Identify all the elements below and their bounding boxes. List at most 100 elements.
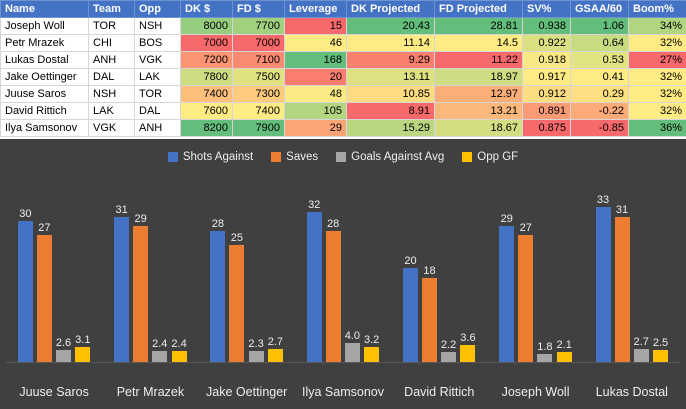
bar-saves-ilya-samsonov[interactable] — [326, 231, 341, 362]
cell-sv[interactable]: 0.918 — [523, 52, 571, 69]
cell-sv[interactable]: 0.912 — [523, 86, 571, 103]
bar-goals-against-avg-lukas-dostal[interactable] — [634, 349, 649, 362]
bar-opp-gf-lukas-dostal[interactable] — [653, 350, 668, 362]
bar-goals-against-avg-jake-oettinger[interactable] — [249, 351, 264, 362]
legend-item-saves[interactable]: Saves — [271, 151, 318, 163]
bar-shots-against-petr-mrazek[interactable] — [114, 217, 129, 362]
cell-sv[interactable]: 0.875 — [523, 120, 571, 137]
column-header-boom[interactable]: Boom% — [629, 1, 686, 18]
cell-fd[interactable]: 7700 — [233, 18, 285, 35]
cell-fd[interactable]: 7900 — [233, 120, 285, 137]
cell-name[interactable]: David Rittich — [1, 103, 89, 120]
column-header-leverage[interactable]: Leverage — [285, 1, 347, 18]
cell-fd[interactable]: 7500 — [233, 69, 285, 86]
cell-team[interactable]: NSH — [89, 86, 135, 103]
cell-fd[interactable]: 7100 — [233, 52, 285, 69]
cell-leverage[interactable]: 15 — [285, 18, 347, 35]
bar-saves-joseph-woll[interactable] — [518, 235, 533, 362]
cell-sv[interactable]: 0.917 — [523, 69, 571, 86]
cell-team[interactable]: DAL — [89, 69, 135, 86]
cell-dk[interactable]: 8200 — [181, 120, 233, 137]
cell-name[interactable]: Juuse Saros — [1, 86, 89, 103]
cell-fd[interactable]: 7300 — [233, 86, 285, 103]
cell-opp[interactable]: NSH — [135, 18, 181, 35]
cell-leverage[interactable]: 46 — [285, 35, 347, 52]
cell-boom[interactable]: 32% — [629, 103, 686, 120]
bar-opp-gf-petr-mrazek[interactable] — [172, 351, 187, 362]
cell-fd-projected[interactable]: 18.97 — [435, 69, 523, 86]
cell-dk[interactable]: 7600 — [181, 103, 233, 120]
cell-fd-projected[interactable]: 12.97 — [435, 86, 523, 103]
cell-boom[interactable]: 36% — [629, 120, 686, 137]
cell-dk[interactable]: 7400 — [181, 86, 233, 103]
cell-dk-projected[interactable]: 10.85 — [347, 86, 435, 103]
bar-saves-jake-oettinger[interactable] — [229, 245, 244, 362]
bar-goals-against-avg-juuse-saros[interactable] — [56, 350, 71, 362]
column-header-dk[interactable]: DK $ — [181, 1, 233, 18]
cell-dk-projected[interactable]: 8.91 — [347, 103, 435, 120]
cell-fd[interactable]: 7000 — [233, 35, 285, 52]
cell-team[interactable]: LAK — [89, 103, 135, 120]
cell-gsaa-60[interactable]: 0.29 — [571, 86, 629, 103]
cell-team[interactable]: CHI — [89, 35, 135, 52]
cell-dk-projected[interactable]: 11.14 — [347, 35, 435, 52]
column-header-fd-projected[interactable]: FD Projected — [435, 1, 523, 18]
bar-shots-against-joseph-woll[interactable] — [499, 226, 514, 362]
bar-shots-against-lukas-dostal[interactable] — [596, 207, 611, 362]
bar-opp-gf-jake-oettinger[interactable] — [268, 349, 283, 362]
cell-sv[interactable]: 0.922 — [523, 35, 571, 52]
column-header-opp[interactable]: Opp — [135, 1, 181, 18]
bar-goals-against-avg-petr-mrazek[interactable] — [152, 351, 167, 362]
cell-dk[interactable]: 8000 — [181, 18, 233, 35]
cell-team[interactable]: ANH — [89, 52, 135, 69]
bar-shots-against-juuse-saros[interactable] — [18, 221, 33, 362]
legend-item-goals-against-avg[interactable]: Goals Against Avg — [336, 151, 444, 163]
cell-opp[interactable]: ANH — [135, 120, 181, 137]
cell-gsaa-60[interactable]: -0.85 — [571, 120, 629, 137]
bar-opp-gf-joseph-woll[interactable] — [557, 352, 572, 362]
bar-opp-gf-juuse-saros[interactable] — [75, 347, 90, 362]
cell-gsaa-60[interactable]: 0.53 — [571, 52, 629, 69]
cell-fd-projected[interactable]: 28.81 — [435, 18, 523, 35]
cell-dk-projected[interactable]: 13.11 — [347, 69, 435, 86]
cell-gsaa-60[interactable]: 0.64 — [571, 35, 629, 52]
cell-leverage[interactable]: 105 — [285, 103, 347, 120]
cell-dk[interactable]: 7800 — [181, 69, 233, 86]
column-header-dk-projected[interactable]: DK Projected — [347, 1, 435, 18]
cell-opp[interactable]: TOR — [135, 86, 181, 103]
cell-fd-projected[interactable]: 18.67 — [435, 120, 523, 137]
bar-goals-against-avg-joseph-woll[interactable] — [537, 354, 552, 362]
cell-boom[interactable]: 27% — [629, 52, 686, 69]
column-header-team[interactable]: Team — [89, 1, 135, 18]
cell-leverage[interactable]: 168 — [285, 52, 347, 69]
cell-opp[interactable]: DAL — [135, 103, 181, 120]
cell-fd[interactable]: 7400 — [233, 103, 285, 120]
cell-name[interactable]: Petr Mrazek — [1, 35, 89, 52]
cell-fd-projected[interactable]: 14.5 — [435, 35, 523, 52]
cell-opp[interactable]: LAK — [135, 69, 181, 86]
cell-boom[interactable]: 32% — [629, 86, 686, 103]
bar-opp-gf-david-rittich[interactable] — [460, 345, 475, 362]
cell-sv[interactable]: 0.891 — [523, 103, 571, 120]
cell-fd-projected[interactable]: 13.21 — [435, 103, 523, 120]
cell-name[interactable]: Lukas Dostal — [1, 52, 89, 69]
legend-item-opp-gf[interactable]: Opp GF — [462, 151, 518, 163]
cell-dk[interactable]: 7200 — [181, 52, 233, 69]
cell-name[interactable]: Jake Oettinger — [1, 69, 89, 86]
bar-saves-lukas-dostal[interactable] — [615, 217, 630, 362]
cell-leverage[interactable]: 20 — [285, 69, 347, 86]
bar-shots-against-ilya-samsonov[interactable] — [307, 212, 322, 362]
cell-name[interactable]: Joseph Woll — [1, 18, 89, 35]
bar-saves-juuse-saros[interactable] — [37, 235, 52, 362]
legend-item-shots-against[interactable]: Shots Against — [168, 151, 253, 163]
cell-team[interactable]: TOR — [89, 18, 135, 35]
column-header-sv[interactable]: SV% — [523, 1, 571, 18]
bar-shots-against-jake-oettinger[interactable] — [210, 231, 225, 362]
cell-team[interactable]: VGK — [89, 120, 135, 137]
cell-opp[interactable]: BOS — [135, 35, 181, 52]
cell-dk-projected[interactable]: 9.29 — [347, 52, 435, 69]
cell-fd-projected[interactable]: 11.22 — [435, 52, 523, 69]
bar-saves-david-rittich[interactable] — [422, 278, 437, 362]
cell-boom[interactable]: 34% — [629, 18, 686, 35]
cell-dk[interactable]: 7000 — [181, 35, 233, 52]
